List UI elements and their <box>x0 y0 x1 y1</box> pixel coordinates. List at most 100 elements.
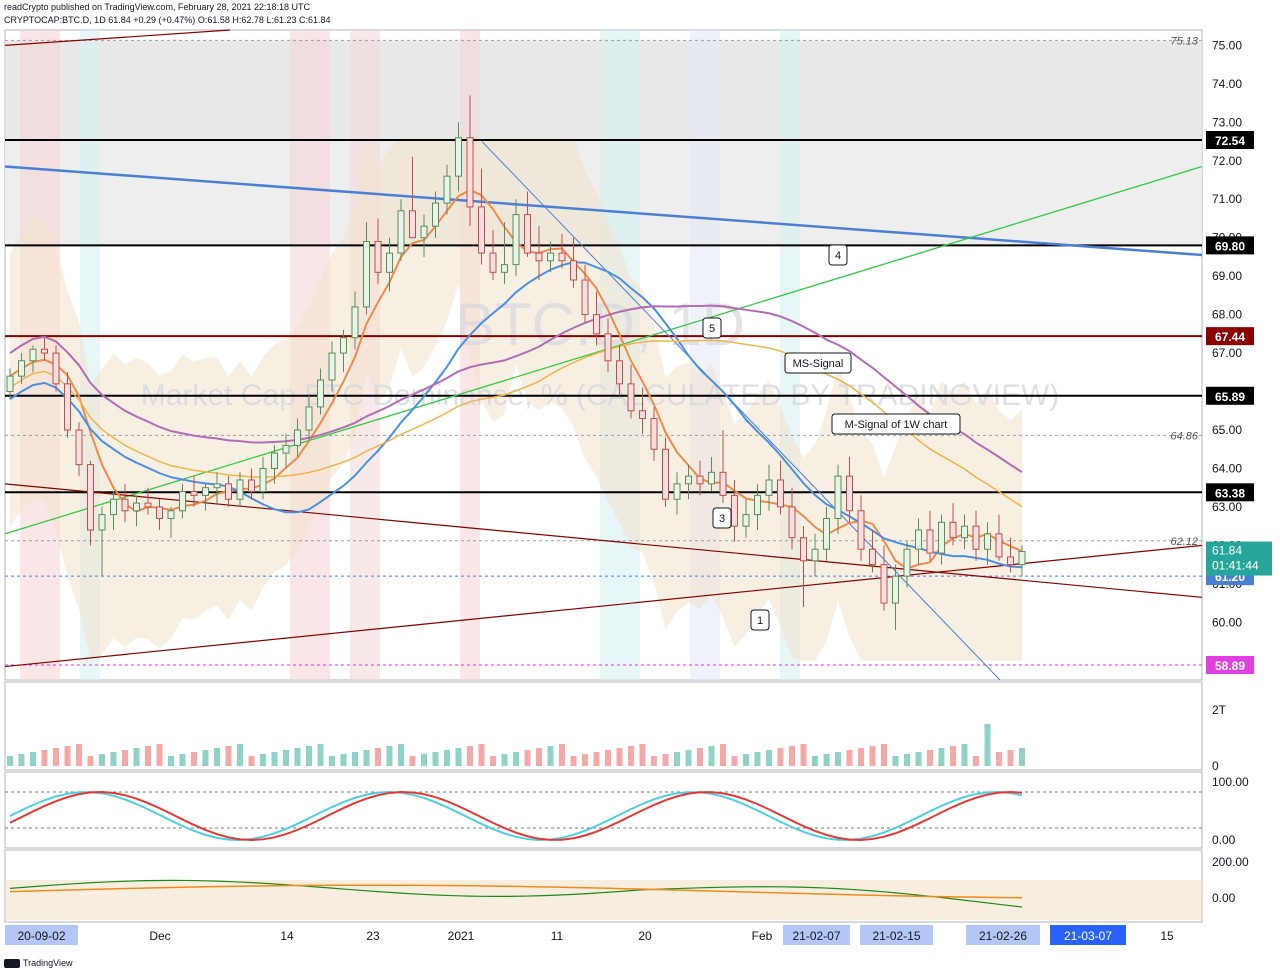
annotation-label: 1 <box>757 615 763 627</box>
volume-bar <box>697 748 703 766</box>
volume-bar <box>501 754 508 766</box>
level-label-63.38: 63.38 <box>1215 486 1245 500</box>
stepped-ma-line <box>9 261 1023 569</box>
candle-body <box>777 479 784 508</box>
low-value: 61.23 <box>273 15 297 25</box>
annotation-box <box>831 413 961 435</box>
candle-body <box>1007 556 1014 566</box>
candle-body <box>443 175 451 204</box>
volume-bar <box>593 752 600 766</box>
volume-bar <box>133 748 140 766</box>
volume-bar <box>536 748 542 766</box>
cci-band <box>5 880 1202 920</box>
candle-body <box>708 471 715 485</box>
annotation-label: 4 <box>835 250 841 262</box>
volume-bar <box>455 748 462 766</box>
candle-body <box>409 210 416 239</box>
volume-bar <box>386 746 393 766</box>
candle-body <box>938 521 945 554</box>
candle-body <box>650 417 658 450</box>
candle-body <box>558 252 566 262</box>
brand-name: TradingView <box>23 958 73 968</box>
last-price: 61.84 <box>108 15 131 25</box>
volume-bar <box>789 746 795 766</box>
time-axis-tick: 15 <box>1160 929 1174 943</box>
price-axis-tick: 64.00 <box>1212 461 1242 475</box>
level-label-58.89: 58.89 <box>1215 659 1245 673</box>
volume-bar <box>225 746 232 766</box>
level-badge <box>1206 483 1254 502</box>
level-label-69.80: 69.80 <box>1215 239 1245 253</box>
time-axis-tick: 2021 <box>448 929 475 943</box>
volume-bar <box>329 756 335 766</box>
volume-bar <box>191 752 197 766</box>
candle-body <box>581 279 589 316</box>
time-axis-tick: 23 <box>366 929 380 943</box>
chart-canvas[interactable]: BTC.D, 1DMarket Cap BTC Dominance, % (CA… <box>0 0 1280 956</box>
candle-body <box>98 514 106 531</box>
tradingview-logo-icon <box>4 959 20 969</box>
time-axis-badge-label: 21-02-07 <box>792 929 840 943</box>
volume-bar <box>513 752 519 766</box>
candle-body <box>972 525 980 550</box>
annotation-box <box>702 317 722 339</box>
volume-bar <box>30 752 36 766</box>
level-label-65.89: 65.89 <box>1215 390 1245 404</box>
candle-body <box>846 475 853 512</box>
time-axis-tick: 20 <box>638 929 652 943</box>
time-axis-tick: 14 <box>280 929 294 943</box>
time-axis-badge-label: 20-09-02 <box>17 929 65 943</box>
candle-body <box>823 517 830 550</box>
candle-body <box>639 410 646 419</box>
candle-body <box>466 137 474 208</box>
candle-body <box>570 260 577 281</box>
candle-body <box>662 448 669 500</box>
candle-body <box>420 225 428 239</box>
volume-bar <box>156 744 163 766</box>
volume-bar <box>662 754 669 766</box>
candle-body <box>892 575 899 604</box>
price-axis-tick: 75.00 <box>1212 38 1242 52</box>
candle-body <box>225 483 232 500</box>
time-axis-badge <box>860 925 933 945</box>
volume-bar <box>271 752 278 766</box>
candle-body <box>64 383 71 431</box>
annotation-box <box>750 609 770 631</box>
volume-bar <box>87 756 94 766</box>
time-axis-badge-label: 21-02-15 <box>872 929 920 943</box>
open-label: O: <box>197 15 208 25</box>
candle-body <box>340 337 347 354</box>
candle-body <box>754 494 761 516</box>
candle-body <box>144 502 152 508</box>
level-badge <box>1206 327 1254 346</box>
slow-ma-line <box>9 339 1023 508</box>
candle-body <box>190 491 198 496</box>
volume-bar <box>973 756 979 766</box>
candle-body <box>685 475 692 485</box>
price-axis-tick: 60.00 <box>1212 615 1242 629</box>
candle-body <box>984 533 991 550</box>
volume-axis-tick: 2T <box>1212 703 1227 717</box>
volume-bar <box>547 746 554 766</box>
volume-bar <box>846 750 853 766</box>
volume-bar <box>432 752 439 766</box>
volume-bar <box>950 746 956 766</box>
candle-body <box>282 444 290 454</box>
candle-body <box>41 348 48 354</box>
volume-bar <box>375 748 381 766</box>
candle-body <box>834 475 842 519</box>
blue-trendline <box>4 165 1203 257</box>
candle-body <box>995 533 1003 558</box>
footer: TradingView <box>4 958 73 969</box>
candle-body <box>788 506 796 539</box>
cci-signal-line <box>9 884 1023 899</box>
volume-bar <box>214 748 220 766</box>
volume-bar <box>720 744 726 766</box>
cci-line <box>9 879 1023 908</box>
candle-body <box>800 537 807 562</box>
cci-axis-tick: 0.00 <box>1212 891 1236 905</box>
candle-body <box>742 514 750 527</box>
volume-bar <box>145 746 151 766</box>
time-axis-badge <box>966 925 1040 945</box>
candle-body <box>673 483 681 500</box>
